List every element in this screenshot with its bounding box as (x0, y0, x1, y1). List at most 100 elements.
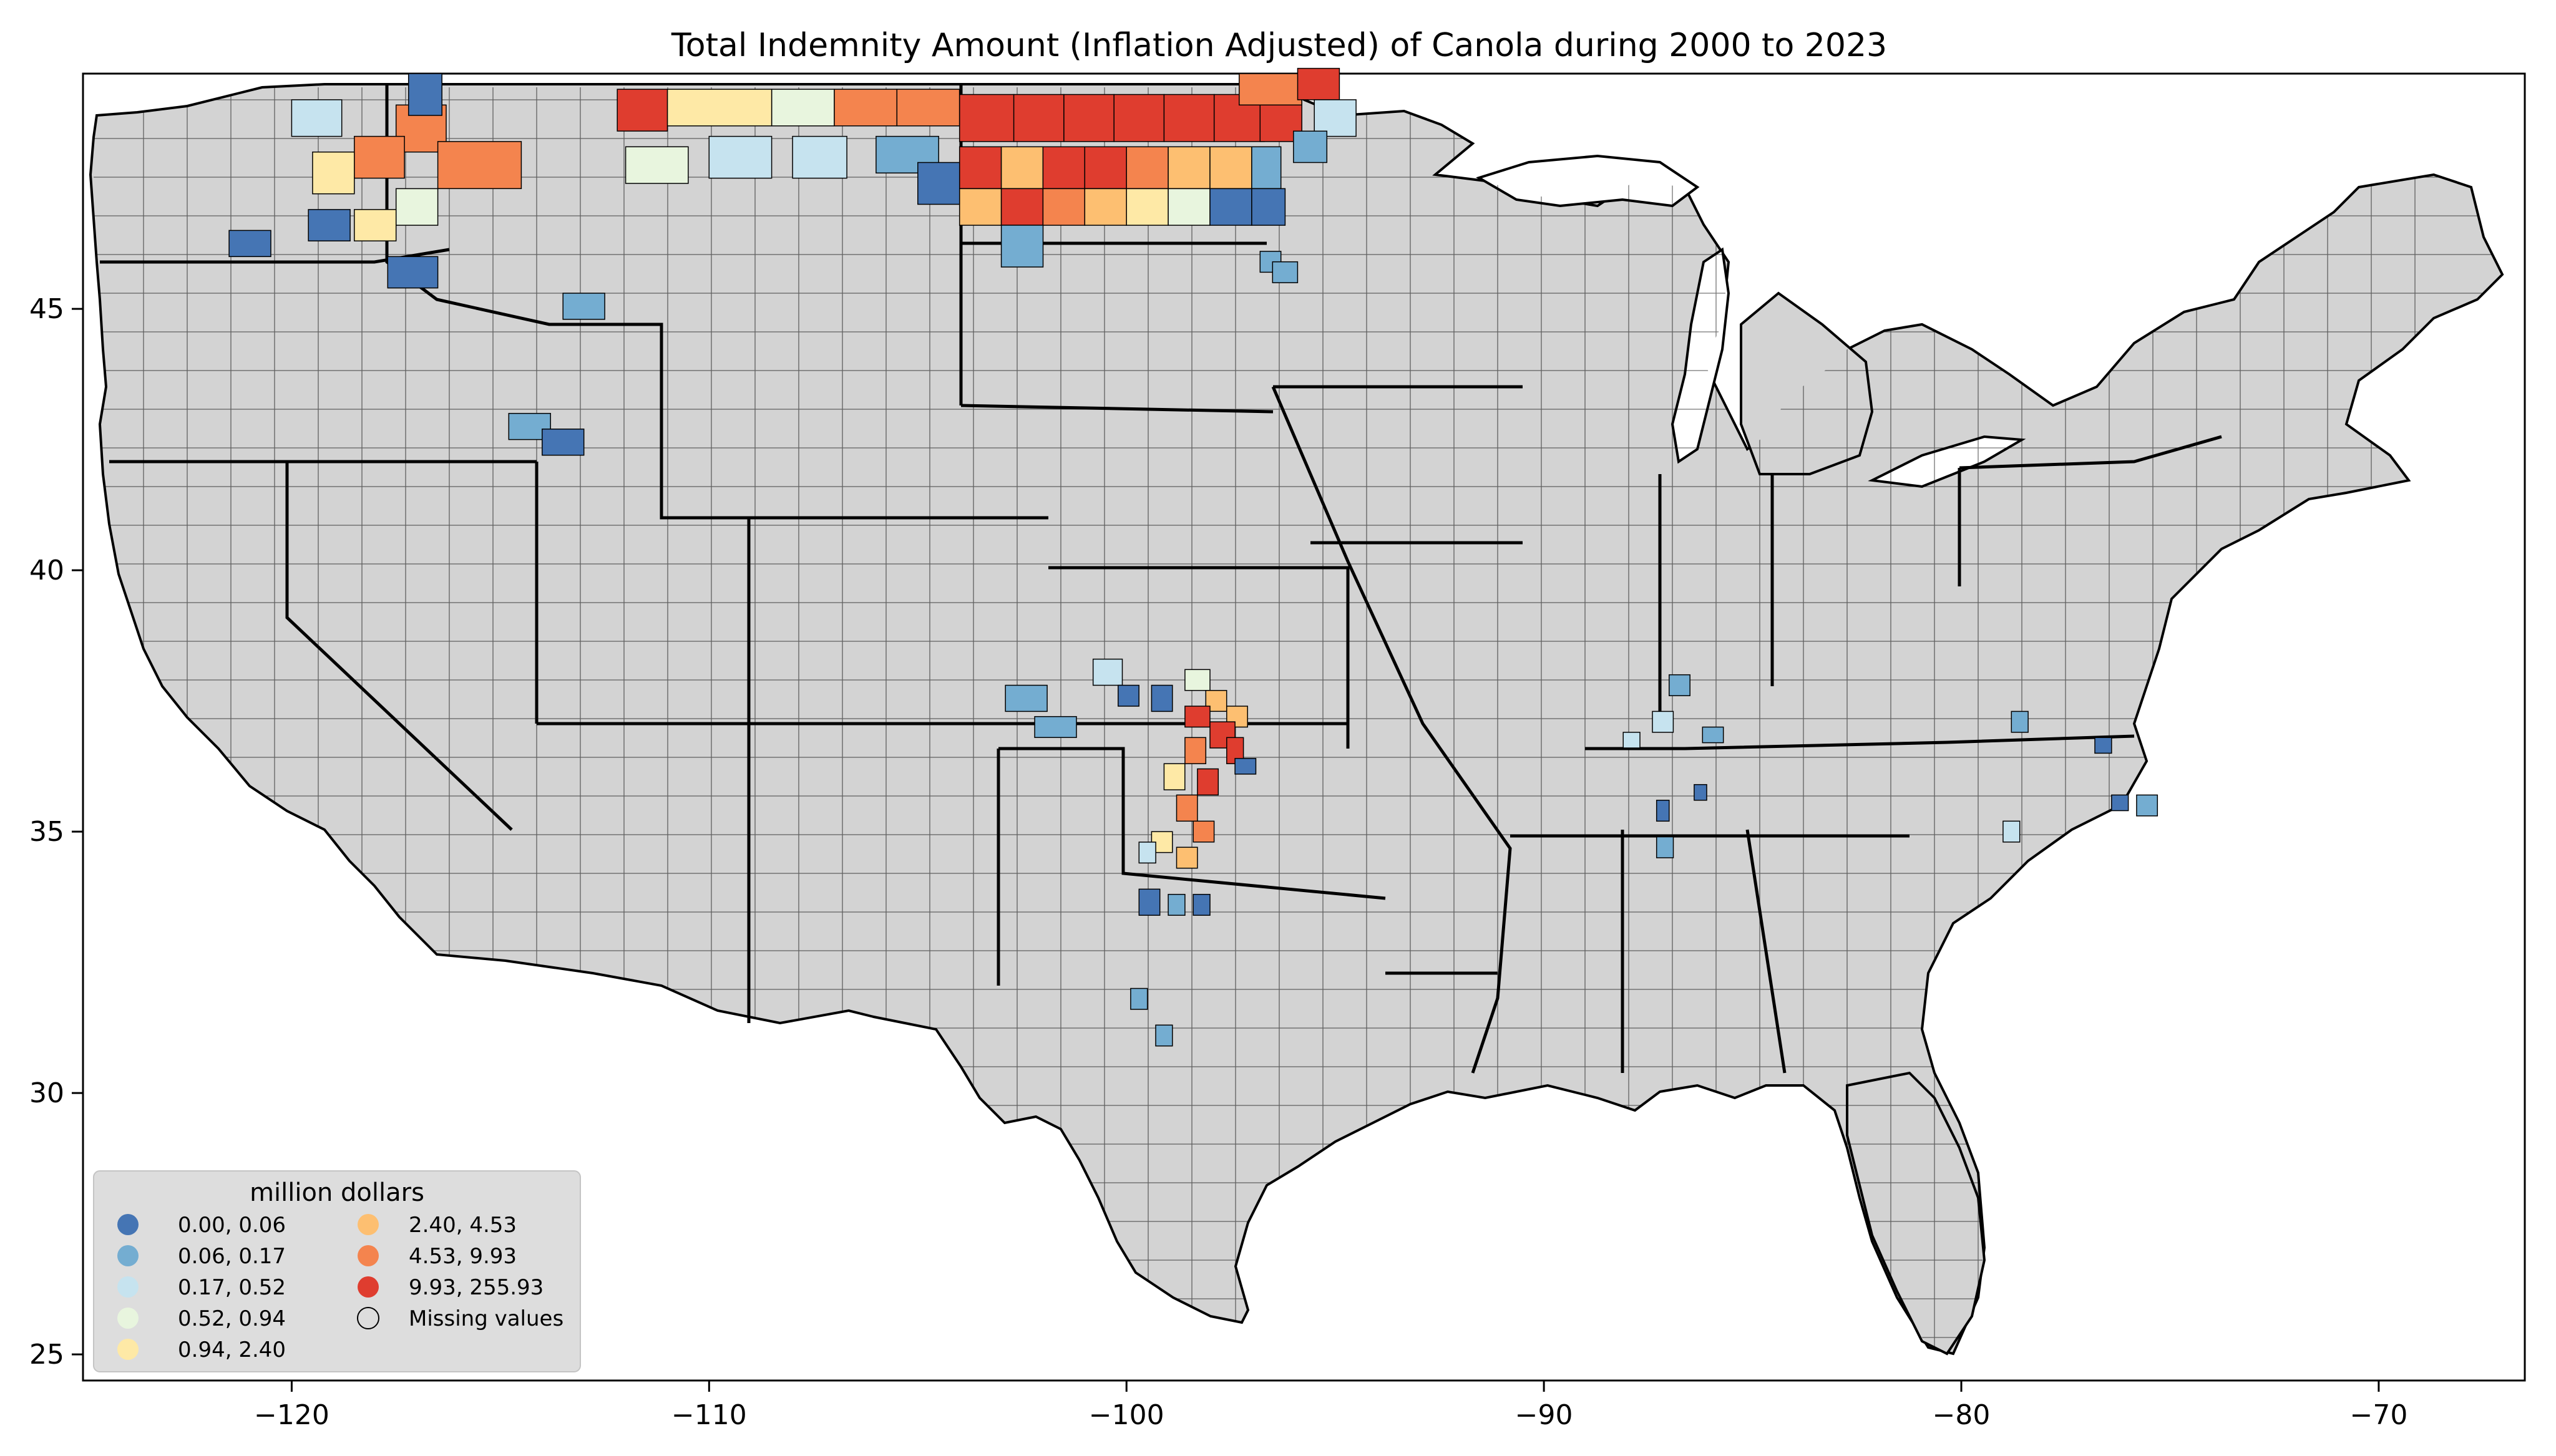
legend-swatch (117, 1245, 139, 1266)
county-patch (834, 89, 898, 127)
legend-swatch (117, 1339, 139, 1360)
legend: million dollars 0.00, 0.06 0.06, 0.17 0.17… (93, 1170, 581, 1372)
x-axis: −120 −110 −100 −90 −80 −70 (254, 1381, 2407, 1431)
county-patch (1652, 711, 1674, 733)
county-patch (1118, 684, 1139, 707)
legend-label: Missing values (409, 1306, 563, 1331)
state-line-sd-ne (960, 404, 1274, 414)
county-patch (1000, 188, 1044, 226)
y-tick-label: 45 (29, 293, 64, 325)
county-patch (958, 146, 1002, 190)
legend-swatch (358, 1276, 379, 1298)
county-patch (1168, 893, 1186, 916)
county-patch (407, 73, 442, 116)
legend-swatch (117, 1308, 139, 1329)
y-tick-label: 40 (29, 555, 64, 586)
county-patch (1130, 988, 1148, 1010)
legend-label: 4.53, 9.93 (409, 1244, 517, 1269)
state-line-ca-nv (285, 462, 513, 831)
county-patch (1251, 146, 1282, 190)
county-patch (1138, 842, 1156, 864)
county-patch (1272, 261, 1299, 283)
state-line-ohio-river (1585, 734, 2135, 750)
county-patch (1193, 820, 1215, 843)
county-patch (1168, 188, 1211, 226)
indemnity-patches (228, 67, 2158, 1047)
state-line-wa-or (100, 248, 450, 264)
county-patch (1042, 146, 1086, 190)
legend-swatch (117, 1214, 139, 1235)
county-patch (2136, 794, 2158, 817)
legend-label: 2.40, 4.53 (409, 1213, 517, 1238)
county-patch (1297, 67, 1340, 100)
x-tick-label: −100 (1089, 1399, 1164, 1431)
map-title: Total Indemnity Amount (Inflation Adjust… (671, 27, 1887, 64)
county-patch (1197, 768, 1219, 796)
legend-items: 0.00, 0.06 0.06, 0.17 0.17, 0.52 0.52, 0.94… (117, 1213, 563, 1362)
legend-label: 0.06, 0.17 (178, 1244, 286, 1269)
county-patch (1042, 188, 1086, 226)
county-patch (1084, 146, 1127, 190)
legend-label: 0.52, 0.94 (178, 1306, 286, 1331)
county-patch (896, 89, 960, 127)
county-patch (1694, 784, 1707, 801)
county-patch (1113, 94, 1165, 142)
county-patch (1669, 674, 1690, 696)
county-patch (1176, 847, 1198, 869)
x-tick-label: −70 (2349, 1399, 2407, 1431)
county-patch (1251, 188, 1286, 226)
y-tick-label: 25 (29, 1339, 64, 1371)
county-patch (308, 209, 351, 241)
lake-superior (1476, 154, 1700, 208)
county-patch (1656, 800, 1670, 822)
county-patch (625, 146, 689, 184)
county-patch (1702, 726, 1724, 744)
county-patch (1155, 1024, 1173, 1047)
legend-swatch (357, 1307, 379, 1329)
county-patch (1168, 146, 1211, 190)
legend-label: 9.93, 255.93 (409, 1275, 544, 1300)
y-tick-label: 35 (29, 816, 64, 848)
county-patch (1034, 716, 1077, 738)
legend-swatch (117, 1276, 139, 1298)
county-patch (1005, 684, 1048, 712)
county-patch (1000, 146, 1044, 190)
county-patch (395, 188, 439, 226)
x-tick-label: −90 (1515, 1399, 1573, 1431)
x-tick-label: −80 (1933, 1399, 1991, 1431)
county-patch (1656, 836, 1674, 858)
state-boundaries (100, 84, 2222, 1074)
county-patch (1176, 794, 1198, 822)
county-patch (1126, 146, 1169, 190)
state-line-ok-tx (998, 747, 1386, 900)
county-patch (1063, 94, 1115, 142)
county-patch (228, 230, 271, 258)
legend-label: 0.00, 0.06 (178, 1213, 286, 1238)
michigan-shape (1740, 291, 1874, 475)
state-line-al-ga (1745, 829, 1787, 1074)
county-patch (1193, 893, 1211, 916)
county-patch (2011, 711, 2029, 733)
state-line-mississippi (1271, 386, 1512, 1074)
y-tick-label: 30 (29, 1077, 64, 1109)
x-tick-label: −120 (254, 1399, 329, 1431)
county-patch (1293, 130, 1328, 163)
county-patch (1184, 737, 1207, 764)
lake-michigan (1671, 247, 1730, 464)
county-patch (562, 293, 605, 320)
county-patch (1184, 669, 1211, 691)
county-patch (291, 99, 343, 137)
x-tick-label: −110 (671, 1399, 747, 1431)
county-patch (542, 429, 585, 456)
county-patch (1163, 763, 1186, 790)
county-patch (1314, 99, 1357, 137)
county-patch (1234, 758, 1257, 775)
county-patch (437, 141, 522, 190)
county-patch (354, 135, 405, 179)
county-patch (312, 151, 355, 195)
county-patch (1163, 94, 1215, 142)
county-patch (1000, 225, 1044, 268)
county-patch (666, 89, 773, 127)
